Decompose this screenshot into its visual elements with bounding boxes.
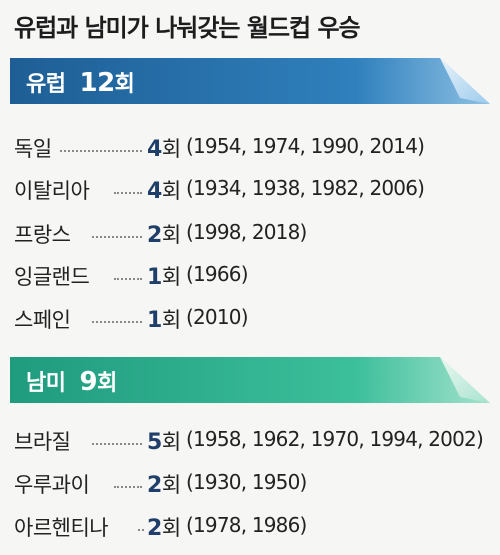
- win-count-unit: 회: [161, 265, 181, 289]
- country-name: 브라질: [14, 430, 71, 454]
- win-count-unit: 회: [161, 223, 181, 247]
- win-count-unit: 회: [161, 308, 181, 332]
- leader-dots: [92, 443, 142, 445]
- south-america-count-unit: 회: [97, 371, 117, 396]
- south-america-banner-shape: [10, 357, 490, 403]
- country-name: 이탈리아: [14, 179, 90, 203]
- country-name: 아르헨티나: [14, 516, 109, 540]
- win-count-unit: 회: [161, 179, 181, 203]
- europe-count-unit: 회: [114, 72, 135, 97]
- leader-dots: [138, 529, 144, 531]
- leader-dots: [114, 278, 142, 280]
- win-count-unit: 회: [161, 473, 181, 497]
- list-item: 이탈리아 4회 (1934, 1938, 1982, 2006): [14, 175, 494, 209]
- win-years: (2010): [186, 305, 249, 329]
- country-name: 프랑스: [14, 223, 71, 247]
- europe-label: 유럽: [26, 72, 66, 97]
- list-item: 우루과이 2회 (1930, 1950): [14, 469, 494, 503]
- list-item: 브라질 5회 (1958, 1962, 1970, 1994, 2002): [14, 426, 494, 460]
- win-count: 2: [147, 516, 162, 541]
- win-count: 5: [147, 430, 162, 455]
- win-years: (1934, 1938, 1982, 2006): [186, 176, 425, 200]
- leader-dots: [92, 321, 142, 323]
- leader-dots: [114, 486, 142, 488]
- europe-banner-shape: [10, 58, 490, 104]
- page-title: 유럽과 남미가 나눠갖는 월드컵 우승: [14, 14, 361, 42]
- country-name: 스페인: [14, 308, 71, 332]
- win-count: 1: [147, 265, 162, 290]
- country-name: 우루과이: [14, 473, 90, 497]
- south-america-label: 남미: [26, 371, 66, 396]
- win-count: 1: [147, 308, 162, 333]
- win-count: 4: [147, 179, 162, 204]
- win-count: 2: [147, 473, 162, 498]
- win-years: (1930, 1950): [186, 470, 307, 494]
- south-america-banner: 남미 9회: [10, 357, 490, 403]
- win-years: (1958, 1962, 1970, 1994, 2002): [186, 427, 484, 451]
- win-count-unit: 회: [161, 137, 181, 161]
- leader-dots: [114, 192, 142, 194]
- leader-dots: [92, 236, 142, 238]
- win-count: 4: [147, 137, 162, 162]
- list-item: 스페인 1회 (2010): [14, 304, 494, 338]
- win-years: (1978, 1986): [186, 513, 307, 537]
- list-item: 아르헨티나 2회 (1978, 1986): [14, 512, 494, 546]
- win-count: 2: [147, 223, 162, 248]
- leader-dots: [60, 150, 142, 152]
- europe-count: 12: [79, 68, 115, 98]
- country-name: 잉글랜드: [14, 265, 90, 289]
- country-name: 독일: [14, 137, 52, 161]
- win-years: (1998, 2018): [186, 220, 307, 244]
- win-count-unit: 회: [161, 430, 181, 454]
- list-item: 프랑스 2회 (1998, 2018): [14, 219, 494, 253]
- south-america-count: 9: [79, 367, 98, 397]
- list-item: 잉글랜드 1회 (1966): [14, 261, 494, 295]
- win-years: (1966): [186, 262, 249, 286]
- europe-banner: 유럽 12회: [10, 58, 490, 104]
- win-count-unit: 회: [161, 516, 181, 540]
- win-years: (1954, 1974, 1990, 2014): [186, 134, 425, 158]
- list-item: 독일 4회 (1954, 1974, 1990, 2014): [14, 133, 494, 167]
